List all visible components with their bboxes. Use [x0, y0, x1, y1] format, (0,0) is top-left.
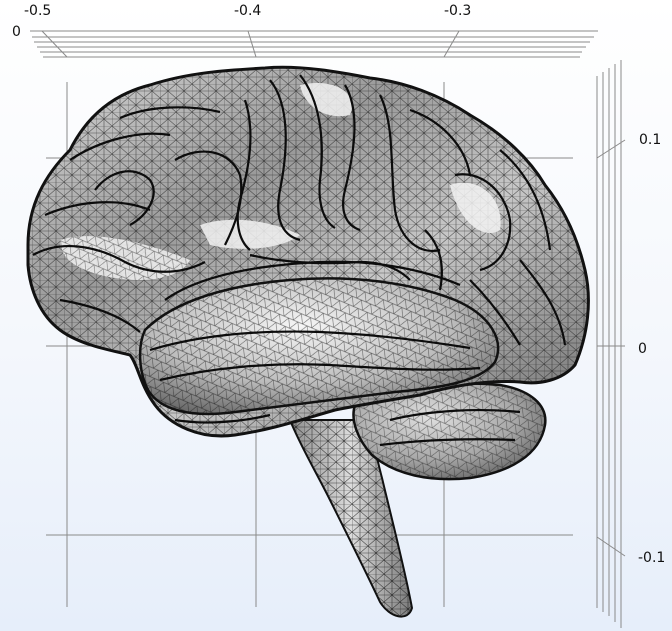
right-axis-tick-label: 0.1: [639, 132, 661, 148]
right-axis-tick-label: -0.1: [638, 550, 665, 566]
top-axis-tick-label: -0.3: [444, 3, 471, 19]
brain-mesh-model[interactable]: [26, 65, 590, 618]
sulci-lines: [32, 74, 567, 447]
top-axis-zero-label: 0: [12, 24, 21, 40]
top-axis-tick-label: -0.5: [24, 3, 51, 19]
right-axis-tick-label: 0: [638, 341, 647, 357]
top-axis-tick-label: -0.4: [234, 3, 261, 19]
